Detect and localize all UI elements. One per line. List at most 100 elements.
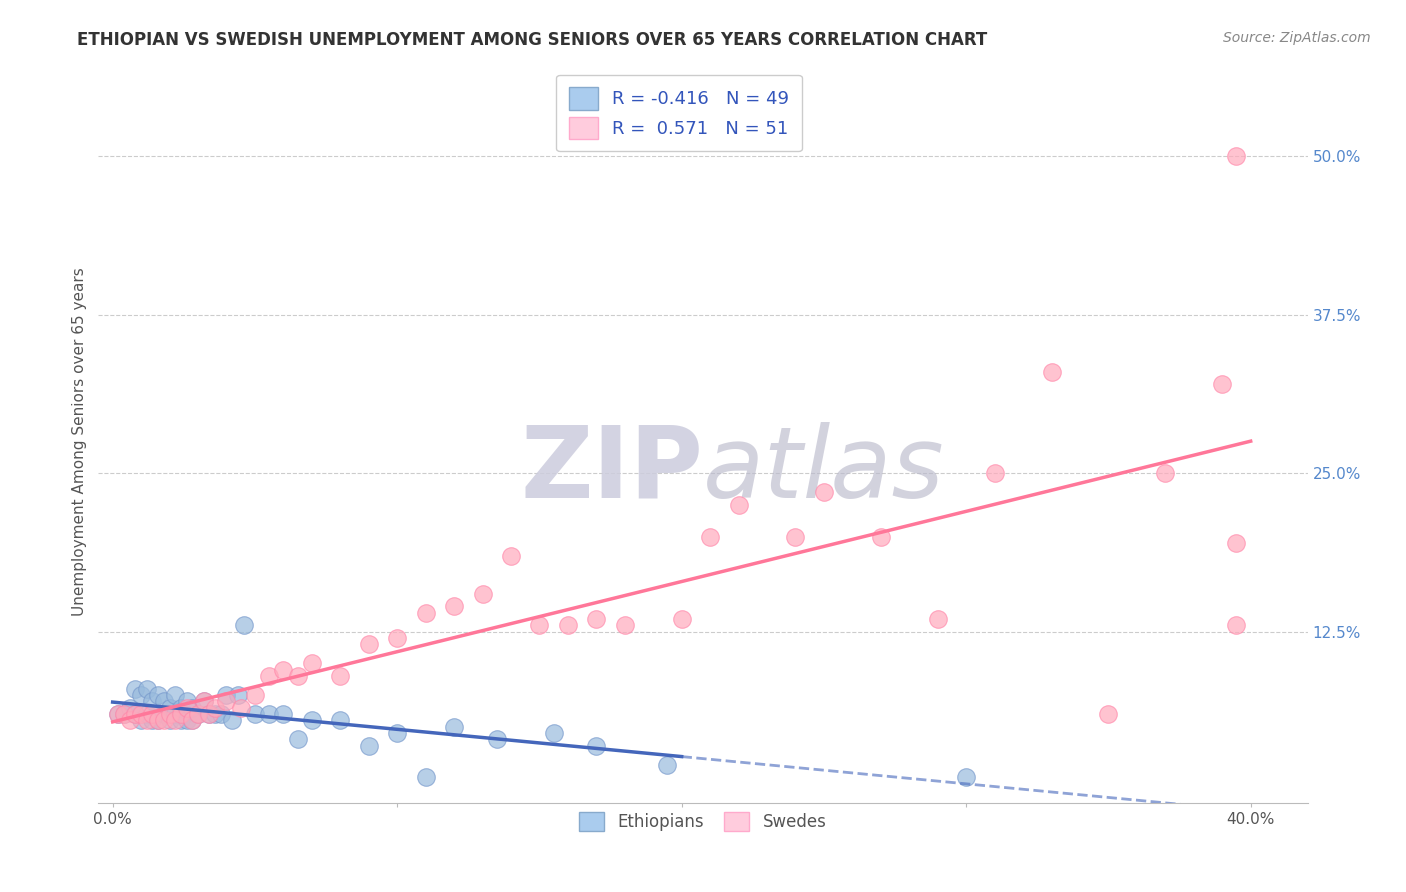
Point — [499, 549, 522, 563]
Point — [443, 720, 465, 734]
Text: ZIP: ZIP — [520, 422, 703, 519]
Y-axis label: Unemployment Among Seniors over 65 years: Unemployment Among Seniors over 65 years — [72, 268, 87, 615]
Point — [1040, 365, 1063, 379]
Point — [112, 707, 135, 722]
Point — [1225, 149, 1247, 163]
Point — [118, 700, 141, 714]
Point — [471, 587, 494, 601]
Point — [209, 707, 232, 722]
Point — [124, 707, 146, 722]
Point — [176, 694, 198, 708]
Point — [229, 700, 252, 714]
Point — [557, 618, 579, 632]
Point — [727, 498, 749, 512]
Point — [165, 714, 187, 728]
Point — [146, 688, 169, 702]
Point — [141, 694, 163, 708]
Point — [193, 694, 215, 708]
Point — [146, 714, 169, 728]
Point — [204, 707, 226, 722]
Point — [159, 707, 181, 722]
Point — [170, 714, 193, 728]
Point — [135, 707, 157, 722]
Point — [287, 732, 309, 747]
Point — [198, 707, 221, 722]
Point — [415, 606, 437, 620]
Point — [1097, 707, 1119, 722]
Point — [329, 714, 352, 728]
Point — [585, 739, 607, 753]
Point — [135, 714, 157, 728]
Point — [153, 714, 176, 728]
Point — [357, 739, 380, 753]
Point — [613, 618, 636, 632]
Point — [141, 707, 163, 722]
Point — [204, 700, 226, 714]
Point — [170, 707, 193, 722]
Point — [141, 714, 163, 728]
Point — [165, 688, 187, 702]
Point — [869, 530, 891, 544]
Point — [301, 657, 323, 671]
Point — [1225, 618, 1247, 632]
Point — [485, 732, 508, 747]
Point — [385, 726, 408, 740]
Point — [273, 663, 295, 677]
Point — [153, 694, 176, 708]
Point — [301, 714, 323, 728]
Point — [1225, 536, 1247, 550]
Point — [198, 707, 221, 722]
Point — [273, 707, 295, 722]
Point — [107, 707, 129, 722]
Point — [124, 681, 146, 696]
Point — [159, 714, 181, 728]
Point — [129, 707, 152, 722]
Point — [699, 530, 721, 544]
Point — [165, 707, 187, 722]
Point — [135, 681, 157, 696]
Point — [112, 707, 135, 722]
Point — [221, 714, 243, 728]
Point — [181, 700, 204, 714]
Point — [257, 707, 280, 722]
Text: atlas: atlas — [703, 422, 945, 519]
Point — [226, 688, 249, 702]
Point — [153, 707, 176, 722]
Point — [159, 700, 181, 714]
Point — [385, 631, 408, 645]
Point — [193, 694, 215, 708]
Point — [927, 612, 949, 626]
Point — [176, 700, 198, 714]
Point — [176, 714, 198, 728]
Point — [243, 707, 266, 722]
Point — [107, 707, 129, 722]
Point — [585, 612, 607, 626]
Point — [955, 771, 977, 785]
Point — [181, 714, 204, 728]
Point — [124, 707, 146, 722]
Point — [415, 771, 437, 785]
Legend: Ethiopians, Swedes: Ethiopians, Swedes — [572, 805, 834, 838]
Point — [243, 688, 266, 702]
Text: ETHIOPIAN VS SWEDISH UNEMPLOYMENT AMONG SENIORS OVER 65 YEARS CORRELATION CHART: ETHIOPIAN VS SWEDISH UNEMPLOYMENT AMONG … — [77, 31, 987, 49]
Point — [1154, 467, 1177, 481]
Point — [257, 669, 280, 683]
Point — [187, 707, 209, 722]
Point — [529, 618, 551, 632]
Point — [129, 714, 152, 728]
Point — [329, 669, 352, 683]
Point — [129, 688, 152, 702]
Point — [983, 467, 1005, 481]
Point — [187, 707, 209, 722]
Text: Source: ZipAtlas.com: Source: ZipAtlas.com — [1223, 31, 1371, 45]
Point — [357, 637, 380, 651]
Point — [785, 530, 807, 544]
Point — [146, 714, 169, 728]
Point — [232, 618, 254, 632]
Point — [1211, 377, 1233, 392]
Point — [813, 485, 835, 500]
Point — [215, 694, 238, 708]
Point — [543, 726, 565, 740]
Point — [671, 612, 693, 626]
Point — [657, 757, 679, 772]
